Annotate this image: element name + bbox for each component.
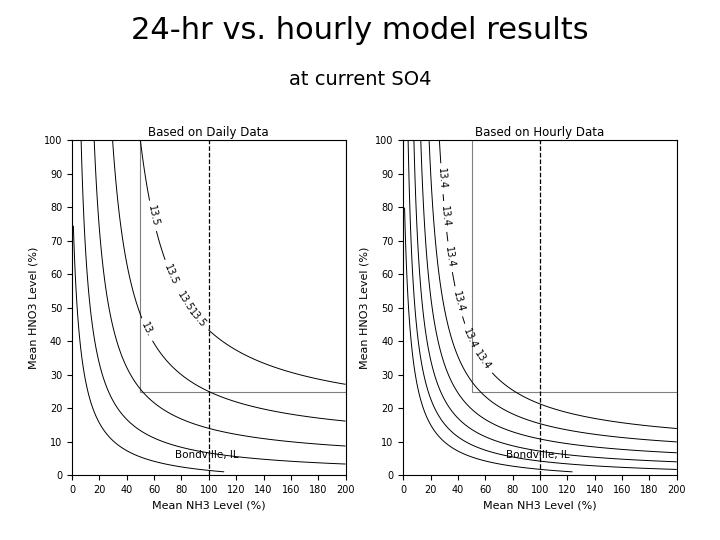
- X-axis label: Mean NH3 Level (%): Mean NH3 Level (%): [483, 501, 597, 510]
- Y-axis label: Mean HNO3 Level (%): Mean HNO3 Level (%): [28, 247, 38, 369]
- Text: Bondville, IL: Bondville, IL: [506, 450, 570, 461]
- Text: 13.4: 13.4: [439, 205, 451, 227]
- Title: Based on Hourly Data: Based on Hourly Data: [475, 126, 605, 139]
- Text: 13.5: 13.5: [145, 204, 160, 227]
- Bar: [140, 140, 346, 392]
- Y-axis label: Mean HNO3 Level (%): Mean HNO3 Level (%): [359, 247, 369, 369]
- Text: 13.: 13.: [139, 321, 155, 339]
- Text: at current SO4: at current SO4: [289, 70, 431, 89]
- Text: 13.4: 13.4: [451, 290, 466, 313]
- Text: 13.4: 13.4: [462, 327, 480, 350]
- Text: Bondville, IL: Bondville, IL: [174, 450, 238, 461]
- Text: 13.5: 13.5: [175, 290, 195, 314]
- Bar: [472, 140, 677, 392]
- Text: 13.5: 13.5: [186, 307, 208, 330]
- Text: 24-hr vs. hourly model results: 24-hr vs. hourly model results: [131, 16, 589, 45]
- Text: 13.4: 13.4: [472, 349, 492, 372]
- Title: Based on Daily Data: Based on Daily Data: [148, 126, 269, 139]
- X-axis label: Mean NH3 Level (%): Mean NH3 Level (%): [152, 501, 266, 510]
- Text: 13.4: 13.4: [444, 246, 456, 268]
- Text: 13.5: 13.5: [162, 262, 180, 286]
- Text: 13.4: 13.4: [436, 168, 448, 190]
